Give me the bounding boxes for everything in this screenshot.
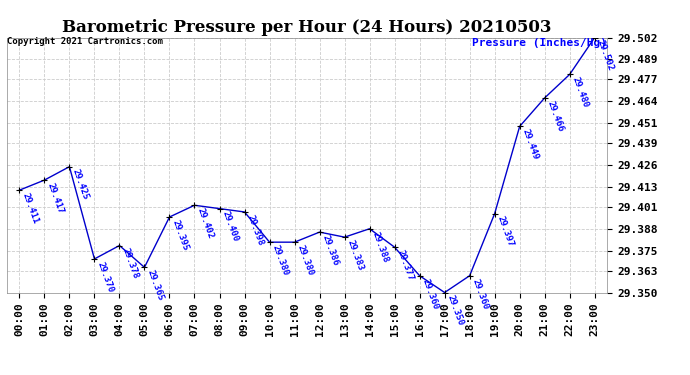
Text: 29.370: 29.370	[96, 260, 115, 294]
Text: 29.402: 29.402	[196, 207, 215, 240]
Text: 29.449: 29.449	[521, 128, 540, 161]
Text: Pressure (Inches/Hg): Pressure (Inches/Hg)	[472, 38, 607, 48]
Text: 29.466: 29.466	[546, 99, 566, 133]
Text: 29.350: 29.350	[446, 294, 466, 327]
Text: 29.502: 29.502	[596, 39, 615, 72]
Text: 29.397: 29.397	[496, 215, 515, 248]
Text: 29.378: 29.378	[121, 247, 140, 280]
Text: 29.400: 29.400	[221, 210, 240, 243]
Text: 29.398: 29.398	[246, 213, 266, 247]
Title: Barometric Pressure per Hour (24 Hours) 20210503: Barometric Pressure per Hour (24 Hours) …	[62, 19, 552, 36]
Text: 29.388: 29.388	[371, 230, 391, 264]
Text: Copyright 2021 Cartronics.com: Copyright 2021 Cartronics.com	[7, 38, 163, 46]
Text: 29.380: 29.380	[271, 243, 290, 277]
Text: 29.480: 29.480	[571, 76, 591, 109]
Text: 29.425: 29.425	[71, 168, 90, 201]
Text: 29.383: 29.383	[346, 238, 366, 272]
Text: 29.377: 29.377	[396, 249, 415, 282]
Text: 29.365: 29.365	[146, 269, 166, 302]
Text: 29.360: 29.360	[471, 277, 491, 310]
Text: 29.395: 29.395	[171, 218, 190, 252]
Text: 29.411: 29.411	[21, 192, 40, 225]
Text: 29.386: 29.386	[321, 234, 340, 267]
Text: 29.360: 29.360	[421, 277, 440, 310]
Text: 29.417: 29.417	[46, 182, 66, 215]
Text: 29.380: 29.380	[296, 243, 315, 277]
